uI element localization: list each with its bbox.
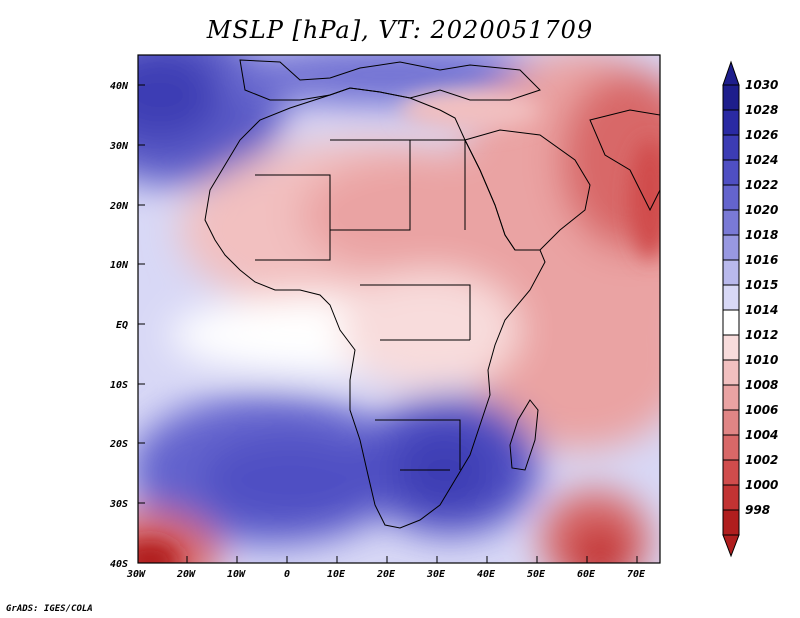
colorbar-level-label: 1018 bbox=[745, 228, 778, 242]
colorbar-level-label: 1030 bbox=[745, 78, 778, 92]
colorbar-swatches bbox=[722, 84, 740, 536]
colorbar-swatch bbox=[722, 84, 740, 111]
colorbar-level-label: 1010 bbox=[745, 353, 778, 367]
lat-label-30n: 30N bbox=[109, 141, 129, 152]
colorbar-level-label: 1002 bbox=[745, 453, 778, 467]
colorbar-level-label: 1000 bbox=[745, 478, 778, 492]
plot-frame bbox=[137, 54, 661, 564]
lon-label-0: 0 bbox=[284, 569, 290, 580]
lon-label-40e: 40E bbox=[477, 569, 496, 580]
colorbar-swatch bbox=[722, 484, 740, 511]
lat-label-20n: 20N bbox=[109, 201, 129, 212]
colorbar-swatch bbox=[722, 459, 740, 486]
lon-label-20w: 20W bbox=[176, 569, 196, 580]
lon-axis: 30W 20W 10W 0 10E 20E 30E 40E 50E 60E 70… bbox=[126, 556, 646, 580]
colorbar-level-label: 1020 bbox=[745, 203, 778, 217]
colorbar-bottom-arrow bbox=[722, 534, 740, 558]
lat-label-10n: 10N bbox=[110, 260, 129, 271]
colorbar-swatch bbox=[722, 284, 740, 311]
colorbar-swatch bbox=[722, 509, 740, 536]
coastlines bbox=[204, 59, 660, 529]
colorbar-level-label: 998 bbox=[745, 503, 770, 517]
lat-label-30s: 30S bbox=[109, 499, 128, 510]
colorbar-level-label: 1026 bbox=[745, 128, 778, 142]
colorbar-level-label: 1016 bbox=[745, 253, 778, 267]
colorbar-swatch bbox=[722, 159, 740, 186]
lat-label-40s: 40S bbox=[110, 559, 128, 570]
lon-label-10w: 10W bbox=[227, 569, 246, 580]
pressure-field bbox=[138, 55, 660, 563]
lon-label-50e: 50E bbox=[527, 569, 546, 580]
colorbar-level-label: 1014 bbox=[745, 303, 778, 317]
colorbar-swatch bbox=[722, 309, 740, 336]
colorbar-swatch bbox=[722, 209, 740, 236]
lon-label-60e: 60E bbox=[577, 569, 596, 580]
colorbar-swatch bbox=[722, 334, 740, 361]
colorbar-top-arrow bbox=[722, 60, 740, 86]
colorbar-swatch bbox=[722, 259, 740, 286]
colorbar-level-label: 1006 bbox=[745, 403, 778, 417]
lat-label-20s: 20S bbox=[109, 439, 128, 450]
colorbar-labels: 1030 1028 1026 1024 1022 1020 1018 1016 1015 1014… bbox=[745, 78, 778, 517]
lat-label-10s: 10S bbox=[110, 380, 128, 391]
colorbar-level-label: 1008 bbox=[745, 378, 778, 392]
colorbar-level-label: 1012 bbox=[745, 328, 778, 342]
colorbar-swatch bbox=[722, 409, 740, 436]
colorbar-swatch bbox=[722, 384, 740, 411]
lat-label-eq: EQ bbox=[116, 320, 128, 331]
colorbar-level-label: 1022 bbox=[745, 178, 778, 192]
map-title: MSLP [hPa], VT: 2020051709 bbox=[206, 16, 594, 44]
colorbar-level-label: 1015 bbox=[745, 278, 778, 292]
lon-label-70e: 70E bbox=[627, 569, 646, 580]
colorbar-swatch bbox=[722, 234, 740, 261]
colorbar-level-label: 1028 bbox=[745, 103, 778, 117]
colorbar-swatch bbox=[722, 434, 740, 461]
lon-label-20e: 20E bbox=[376, 569, 396, 580]
grads-credit: GrADS: IGES/COLA bbox=[6, 604, 93, 614]
colorbar-swatch bbox=[722, 134, 740, 161]
colorbar-swatch bbox=[722, 109, 740, 136]
lat-axis: 40N 30N 20N 10N EQ 10S 20S 30S 40S bbox=[109, 81, 145, 570]
lon-label-10e: 10E bbox=[327, 569, 346, 580]
colorbar-swatch bbox=[722, 359, 740, 386]
colorbar-level-label: 1024 bbox=[745, 153, 778, 167]
colorbar-swatch bbox=[722, 184, 740, 211]
colorbar: 1030 1028 1026 1024 1022 1020 1018 1016 1015 1014… bbox=[722, 60, 778, 558]
lat-label-40n: 40N bbox=[110, 81, 129, 92]
lon-label-30e: 30E bbox=[426, 569, 446, 580]
colorbar-level-label: 1004 bbox=[745, 428, 778, 442]
lon-label-30w: 30W bbox=[126, 569, 146, 580]
